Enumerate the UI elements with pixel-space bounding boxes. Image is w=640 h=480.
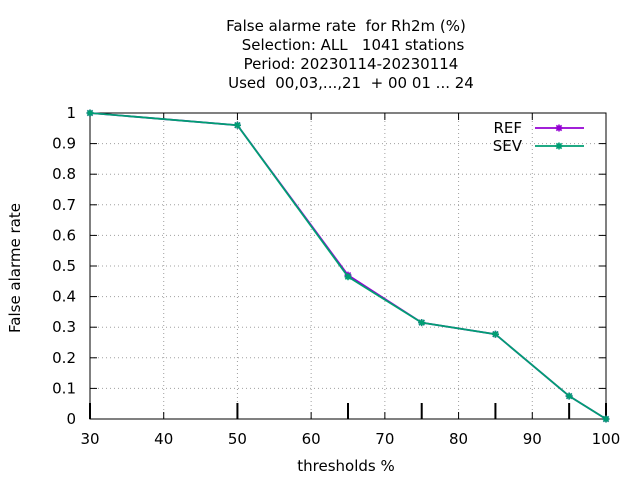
marker-dot bbox=[603, 416, 609, 422]
series-line-sev bbox=[89, 112, 607, 420]
x-tick-label: 90 bbox=[523, 430, 542, 448]
marker-dot bbox=[419, 320, 424, 325]
x-tick-label: 100 bbox=[592, 430, 621, 448]
x-tick-label: 60 bbox=[302, 430, 321, 448]
marker-dot bbox=[87, 110, 93, 116]
y-tick-label: 0.5 bbox=[52, 257, 76, 275]
y-tick-label: 0.9 bbox=[52, 135, 76, 153]
legend-label-ref: REF bbox=[493, 119, 522, 137]
marker-dot bbox=[345, 274, 351, 279]
y-tick-label: 0.7 bbox=[52, 196, 76, 214]
chart-title-line-2: Selection: ALL 1041 stations bbox=[241, 36, 465, 54]
plot-frame bbox=[89, 112, 607, 420]
y-tick-label: 0 bbox=[66, 410, 76, 428]
y-tick-label: 0.6 bbox=[52, 226, 76, 244]
data-point-sev bbox=[233, 121, 241, 129]
legend-label-sev: SEV bbox=[492, 137, 522, 155]
y-tick-label: 0.4 bbox=[52, 288, 76, 306]
marker-dot bbox=[556, 143, 562, 149]
chart-title-line-1: False alarme rate for Rh2m (%) bbox=[226, 17, 466, 35]
y-axis-label: False alarme rate bbox=[6, 203, 24, 333]
marker-dot bbox=[566, 393, 572, 399]
y-tick-label: 1 bbox=[66, 104, 76, 122]
data-point-sev bbox=[86, 109, 94, 117]
y-tick-label: 0.1 bbox=[52, 379, 76, 397]
data-point-sev bbox=[344, 273, 352, 281]
y-tick-label: 0.2 bbox=[52, 349, 76, 367]
legend-marker-sev bbox=[555, 142, 563, 150]
data-point-sev bbox=[491, 330, 499, 338]
marker-dot bbox=[493, 332, 498, 337]
marker-dot bbox=[235, 123, 240, 128]
x-tick-label: 80 bbox=[449, 430, 468, 448]
legend-marker-ref bbox=[555, 124, 563, 132]
data-point-sev bbox=[418, 319, 426, 327]
series-line-ref bbox=[89, 112, 607, 420]
marker-dot bbox=[556, 125, 562, 131]
x-tick-label: 70 bbox=[375, 430, 394, 448]
chart-title-line-4: Used 00,03,...,21 + 00 01 ... 24 bbox=[228, 74, 474, 92]
x-axis-label: thresholds % bbox=[297, 457, 395, 475]
y-tick-label: 0.8 bbox=[52, 165, 76, 183]
x-tick-label: 40 bbox=[154, 430, 173, 448]
data-point-sev bbox=[565, 392, 573, 400]
x-tick-label: 50 bbox=[228, 430, 247, 448]
chart-title-line-3: Period: 20230114-20230114 bbox=[243, 55, 459, 73]
x-tick-label: 30 bbox=[80, 430, 99, 448]
y-tick-label: 0.3 bbox=[52, 318, 76, 336]
data-point-sev bbox=[602, 415, 610, 423]
